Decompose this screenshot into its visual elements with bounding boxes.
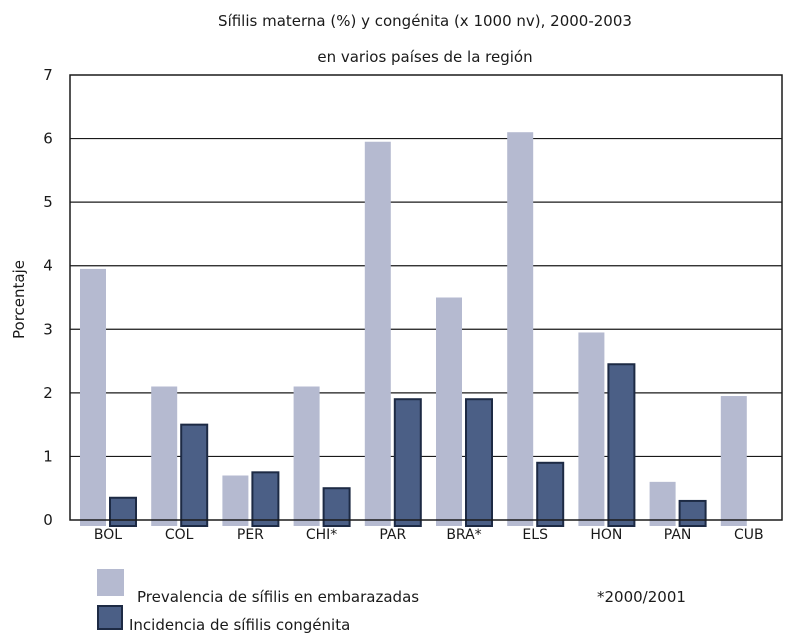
bar-prevalencia	[364, 141, 391, 526]
y-tick-label: 5	[43, 193, 53, 211]
x-category-label: BRA*	[446, 527, 481, 543]
bar-prevalencia	[720, 396, 747, 526]
bar-incidencia	[180, 423, 209, 527]
bar-prevalencia	[649, 481, 676, 526]
legend-label-prevalencia: Prevalencia de sífilis en embarazadas	[137, 588, 419, 606]
x-category-label: HON	[590, 527, 622, 543]
x-category-label: PAN	[664, 527, 692, 543]
x-axis-labels: BOL COL PER CHI* PAR BRA* ELS HON PAN CUB	[94, 527, 764, 543]
bar-incidencia	[251, 471, 280, 528]
y-tick-label: 1	[43, 447, 53, 465]
y-tick-label: 0	[43, 511, 53, 529]
x-category-label: CUB	[734, 527, 764, 543]
bar-incidencia	[465, 398, 493, 528]
legend: Prevalencia de sífilis en embarazadas In…	[97, 569, 686, 634]
y-tick-label: 6	[43, 130, 53, 148]
legend-label-incidencia: Incidencia de sífilis congénita	[129, 616, 350, 634]
legend-swatch-incidencia	[97, 605, 123, 630]
x-category-label: PER	[237, 527, 264, 543]
bar-prevalencia	[507, 132, 534, 526]
footnote: *2000/2001	[597, 588, 686, 606]
gridlines	[70, 137, 782, 458]
x-category-label: PAR	[379, 527, 406, 543]
bar-incidencia	[536, 461, 565, 527]
x-category-label: CHI*	[306, 527, 337, 543]
y-axis-ticks: 0 1 2 3 4 5 6 7	[43, 66, 53, 529]
y-tick-label: 4	[43, 257, 53, 275]
x-category-label: COL	[165, 527, 194, 543]
chart-subtitle: en varios países de la región	[317, 48, 532, 66]
y-tick-label: 7	[43, 66, 53, 84]
bar-prevalencia	[578, 332, 605, 526]
bar-prevalencia	[151, 386, 178, 526]
x-category-label: BOL	[94, 527, 122, 543]
bar-prevalencia	[436, 297, 462, 526]
bar-incidencia	[109, 496, 137, 527]
y-axis-label: Porcentaje	[10, 260, 28, 339]
bar-prevalencia	[222, 475, 249, 526]
bar-prevalencia	[293, 386, 320, 526]
bar-prevalencia	[80, 268, 106, 526]
y-tick-label: 2	[43, 384, 53, 402]
legend-swatch-prevalencia	[97, 569, 124, 596]
x-category-label: ELS	[522, 527, 548, 543]
plot-frame	[69, 74, 783, 521]
bars	[80, 132, 747, 528]
chart-title: Sífilis materna (%) y congénita (x 1000 …	[218, 12, 632, 30]
bar-incidencia	[607, 363, 636, 527]
bar-incidencia	[393, 398, 422, 528]
bar-incidencia	[678, 499, 707, 527]
y-tick-label: 3	[43, 320, 53, 338]
